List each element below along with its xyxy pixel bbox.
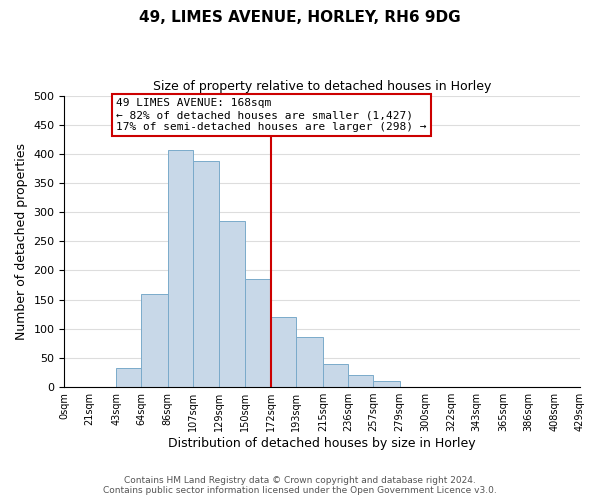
Bar bbox=[348, 375, 373, 387]
Bar bbox=[116, 368, 142, 387]
Text: 49, LIMES AVENUE, HORLEY, RH6 9DG: 49, LIMES AVENUE, HORLEY, RH6 9DG bbox=[139, 10, 461, 25]
Bar bbox=[271, 317, 296, 387]
Bar bbox=[323, 364, 348, 387]
Bar bbox=[296, 337, 323, 387]
Bar bbox=[142, 294, 168, 387]
Text: 49 LIMES AVENUE: 168sqm
← 82% of detached houses are smaller (1,427)
17% of semi: 49 LIMES AVENUE: 168sqm ← 82% of detache… bbox=[116, 98, 427, 132]
Title: Size of property relative to detached houses in Horley: Size of property relative to detached ho… bbox=[153, 80, 491, 93]
Bar bbox=[220, 222, 245, 387]
Bar bbox=[373, 380, 400, 387]
Text: Contains HM Land Registry data © Crown copyright and database right 2024.
Contai: Contains HM Land Registry data © Crown c… bbox=[103, 476, 497, 495]
Bar bbox=[168, 150, 193, 387]
Y-axis label: Number of detached properties: Number of detached properties bbox=[15, 143, 28, 340]
X-axis label: Distribution of detached houses by size in Horley: Distribution of detached houses by size … bbox=[169, 437, 476, 450]
Bar bbox=[193, 161, 220, 387]
Bar bbox=[245, 279, 271, 387]
